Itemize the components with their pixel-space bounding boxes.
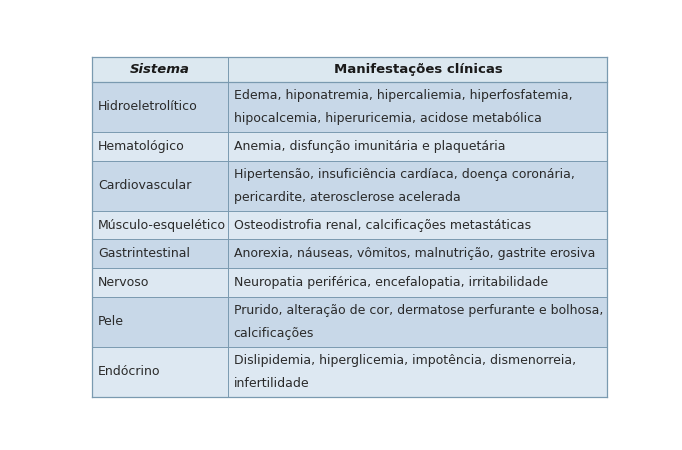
Bar xyxy=(91,132,608,161)
Text: Nervoso: Nervoso xyxy=(98,276,149,289)
Text: Edema, hiponatremia, hipercaliemia, hiperfosfatemia,: Edema, hiponatremia, hipercaliemia, hipe… xyxy=(233,89,572,102)
Text: pericardite, aterosclerose acelerada: pericardite, aterosclerose acelerada xyxy=(233,191,460,204)
Text: Prurido, alteração de cor, dermatose perfurante e bolhosa,: Prurido, alteração de cor, dermatose per… xyxy=(233,304,603,317)
Text: Anemia, disfunção imunitária e plaquetária: Anemia, disfunção imunitária e plaquetár… xyxy=(233,140,505,153)
Text: Hipertensão, insuficiência cardíaca, doença coronária,: Hipertensão, insuficiência cardíaca, doe… xyxy=(233,168,574,180)
Bar xyxy=(91,297,608,347)
Bar xyxy=(91,82,608,132)
Bar xyxy=(91,239,608,268)
Bar xyxy=(91,211,608,239)
Text: Dislipidemia, hiperglicemia, impotência, dismenorreia,: Dislipidemia, hiperglicemia, impotência,… xyxy=(233,354,576,367)
Bar xyxy=(91,347,608,397)
Text: Pele: Pele xyxy=(98,315,124,328)
Text: Hematológico: Hematológico xyxy=(98,140,185,153)
Text: Osteodistrofia renal, calcificações metastáticas: Osteodistrofia renal, calcificações meta… xyxy=(233,219,531,232)
Bar xyxy=(91,58,608,82)
Text: Neuropatia periférica, encefalopatia, irritabilidade: Neuropatia periférica, encefalopatia, ir… xyxy=(233,276,548,289)
Text: Endócrino: Endócrino xyxy=(98,365,160,378)
Text: Sistema: Sistema xyxy=(130,63,190,76)
Text: hipocalcemia, hiperuricemia, acidose metabólica: hipocalcemia, hiperuricemia, acidose met… xyxy=(233,112,542,125)
Text: infertilidade: infertilidade xyxy=(233,377,309,390)
Text: Manifestações clínicas: Manifestações clínicas xyxy=(333,63,502,76)
Bar xyxy=(91,268,608,297)
Text: Gastrintestinal: Gastrintestinal xyxy=(98,247,190,260)
Text: Hidroeletrolítico: Hidroeletrolítico xyxy=(98,100,198,113)
Text: Anorexia, náuseas, vômitos, malnutrição, gastrite erosiva: Anorexia, náuseas, vômitos, malnutrição,… xyxy=(233,247,595,260)
Text: Cardiovascular: Cardiovascular xyxy=(98,179,192,192)
Bar xyxy=(91,161,608,211)
Text: calcificações: calcificações xyxy=(233,327,314,340)
Text: Músculo-esquelético: Músculo-esquelético xyxy=(98,219,226,232)
